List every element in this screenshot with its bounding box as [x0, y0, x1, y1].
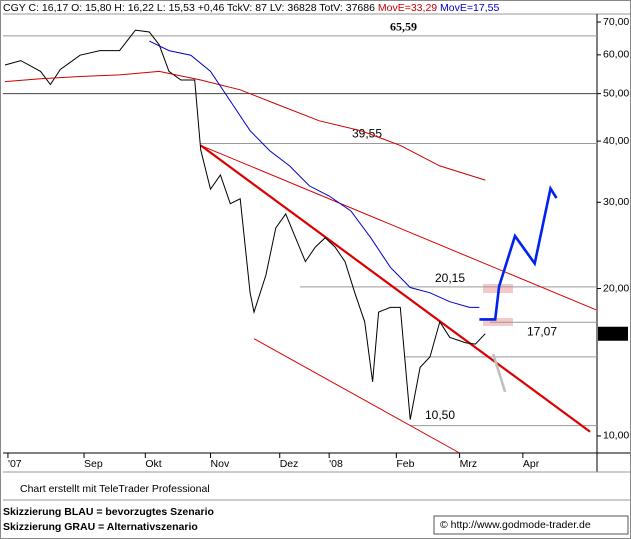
- y-tick-label: 30,00: [603, 196, 629, 208]
- level-label: 65,59: [390, 20, 417, 34]
- series-line: [479, 185, 558, 321]
- trendline: [253, 338, 460, 454]
- series-line: [149, 40, 480, 308]
- y-tick-label: 60,00: [603, 49, 629, 61]
- credit: Chart erstellt mit TeleTrader Profession…: [20, 483, 210, 495]
- note: Skizzierung BLAU = bevorzugtes Szenario: [3, 506, 214, 518]
- legend-entry: MovE=17,55: [440, 2, 499, 14]
- x-tick-label: Okt: [145, 458, 161, 470]
- series-line: [491, 353, 507, 393]
- y-tick-label: 20,00: [603, 282, 629, 294]
- series-line: [4, 29, 486, 420]
- note: Skizzierung GRAU = Alternativszenario: [3, 521, 198, 533]
- source: © http://www.godmode-trader.de: [440, 519, 591, 531]
- x-tick-label: '07: [8, 458, 22, 470]
- x-tick-label: Apr: [523, 458, 540, 470]
- last-price-label: 16,17: [600, 328, 626, 340]
- level-label: 10,50: [425, 408, 455, 422]
- y-tick-label: 10,00: [603, 430, 629, 442]
- x-tick-label: Nov: [211, 458, 230, 470]
- level-label: 20,15: [435, 271, 465, 285]
- last-price-box: [598, 326, 628, 341]
- x-tick-label: Feb: [396, 458, 414, 470]
- x-tick-label: Dez: [280, 458, 299, 470]
- series-line: [4, 70, 486, 181]
- quote: CGY C: 16,17 O: 15,80 H: 16,22 L: 15,53 …: [3, 2, 375, 14]
- source-box: [433, 515, 629, 535]
- level-label: 17,07: [527, 324, 557, 338]
- header: CGY C: 16,17 O: 15,80 H: 16,22 L: 15,53 …: [3, 2, 499, 14]
- plot: 10,00 20,00 30,00 40,00 50,00 60,00 70,00 '07 Se…: [3, 16, 629, 470]
- level-label: 39,55: [352, 127, 382, 141]
- legend-entry: MovE=33,29: [378, 2, 437, 14]
- y-tick-label: 50,00: [603, 87, 629, 99]
- x-tick-label: Mrz: [460, 458, 478, 470]
- y-tick-label: 40,00: [603, 135, 629, 147]
- y-tick-label: 70,00: [603, 16, 629, 28]
- trendline: [200, 144, 591, 433]
- x-tick-label: '08: [329, 458, 343, 470]
- trendline: [200, 144, 597, 311]
- x-tick-label: Sep: [84, 458, 103, 470]
